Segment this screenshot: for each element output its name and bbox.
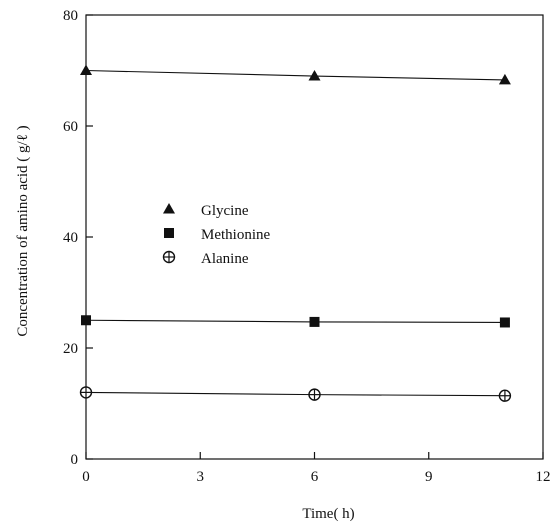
series-line — [85, 69, 505, 81]
y-tick-label: 60 — [63, 119, 78, 135]
legend-label: Alanine — [201, 251, 249, 267]
circle-plus-marker — [498, 389, 512, 402]
series-layer — [79, 64, 512, 402]
square-marker — [309, 316, 320, 327]
legend: Glycine Methionine Alanine — [162, 203, 270, 267]
triangle-marker — [308, 70, 321, 81]
legend-item: Glycine — [163, 203, 249, 219]
y-tick-label: 0 — [71, 452, 79, 468]
square-marker — [81, 315, 91, 326]
triangle-marker — [498, 73, 511, 85]
triangle-marker — [80, 64, 92, 75]
series-line — [85, 391, 505, 397]
series-alanine — [79, 386, 512, 402]
square-marker — [499, 317, 510, 328]
y-tick-label: 80 — [63, 8, 78, 24]
circle-plus-marker — [79, 386, 93, 399]
y-axis-label: Concentration of amino acid ( g/ℓ ) — [15, 125, 31, 336]
x-axis-label: Time( h) — [302, 506, 354, 522]
legend-label: Methionine — [201, 227, 270, 243]
square-marker — [164, 228, 174, 238]
x-tick-label: 6 — [311, 469, 319, 485]
x-tick-label: 9 — [425, 469, 433, 485]
circle-plus-marker — [162, 250, 176, 264]
axes: 0 3 6 9 12 0 20 40 60 80 — [63, 8, 551, 485]
circle-plus-marker — [308, 388, 321, 401]
legend-label: Glycine — [201, 203, 249, 219]
y-tick-label: 40 — [63, 230, 78, 246]
x-tick-label: 12 — [536, 469, 551, 485]
legend-item: Alanine — [162, 250, 249, 267]
x-tick-label: 0 — [82, 469, 90, 485]
y-tick-label: 20 — [63, 341, 78, 357]
series-line — [85, 319, 505, 324]
legend-item: Methionine — [164, 227, 270, 243]
series-glycine — [80, 64, 511, 85]
series-methionine — [81, 315, 510, 328]
x-tick-label: 3 — [197, 469, 205, 485]
triangle-marker — [163, 203, 175, 214]
